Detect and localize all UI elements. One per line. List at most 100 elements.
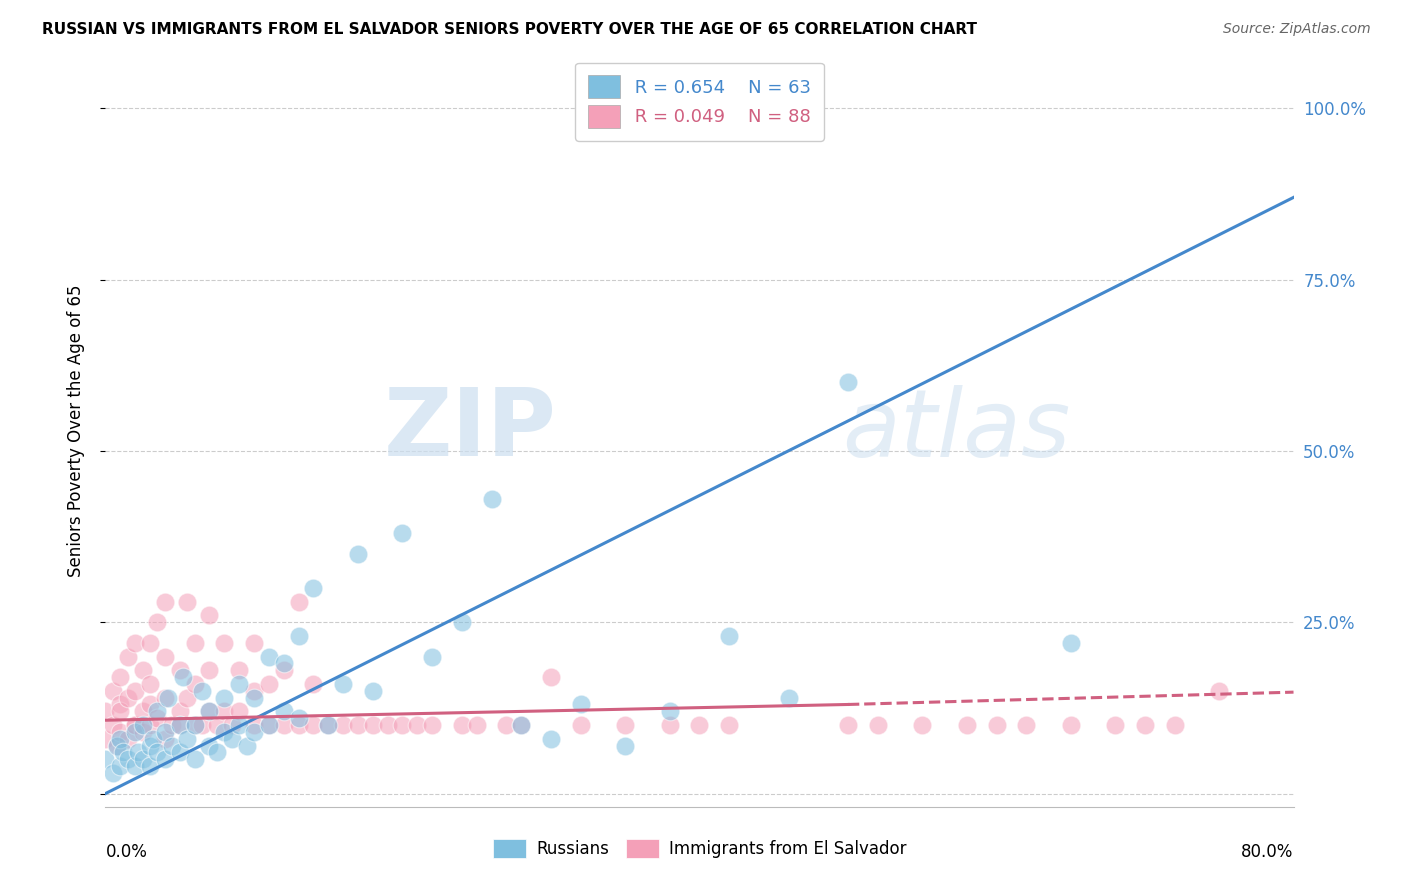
Point bbox=[169, 718, 191, 732]
Point bbox=[117, 649, 139, 664]
Point bbox=[221, 731, 243, 746]
Point bbox=[243, 683, 266, 698]
Point bbox=[139, 636, 162, 650]
Point bbox=[205, 746, 228, 760]
Text: RUSSIAN VS IMMIGRANTS FROM EL SALVADOR SENIORS POVERTY OVER THE AGE OF 65 CORREL: RUSSIAN VS IMMIGRANTS FROM EL SALVADOR S… bbox=[42, 22, 977, 37]
Point bbox=[153, 649, 176, 664]
Point bbox=[169, 718, 191, 732]
Point bbox=[214, 690, 236, 705]
Point bbox=[139, 759, 162, 773]
Point bbox=[124, 718, 146, 732]
Point bbox=[124, 683, 146, 698]
Point bbox=[228, 718, 250, 732]
Point bbox=[214, 724, 236, 739]
Point bbox=[183, 677, 205, 691]
Point bbox=[1133, 718, 1156, 732]
Y-axis label: Seniors Poverty Over the Age of 65: Seniors Poverty Over the Age of 65 bbox=[66, 285, 84, 576]
Point bbox=[94, 731, 117, 746]
Legend: Russians, Immigrants from El Salvador: Russians, Immigrants from El Salvador bbox=[484, 830, 915, 867]
Point bbox=[183, 752, 205, 766]
Point bbox=[110, 731, 132, 746]
Point bbox=[146, 704, 169, 718]
Point bbox=[658, 718, 681, 732]
Point bbox=[569, 718, 592, 732]
Point bbox=[302, 581, 325, 595]
Point bbox=[481, 491, 503, 506]
Point bbox=[1104, 718, 1126, 732]
Point bbox=[257, 649, 280, 664]
Point bbox=[214, 704, 236, 718]
Point bbox=[273, 704, 295, 718]
Point bbox=[172, 670, 194, 684]
Point bbox=[191, 683, 214, 698]
Point bbox=[450, 718, 472, 732]
Point bbox=[287, 718, 309, 732]
Point bbox=[510, 718, 533, 732]
Point bbox=[146, 615, 169, 630]
Point bbox=[614, 718, 637, 732]
Point bbox=[465, 718, 488, 732]
Point bbox=[658, 704, 681, 718]
Point bbox=[183, 718, 205, 732]
Point bbox=[287, 595, 309, 609]
Point bbox=[214, 636, 236, 650]
Point bbox=[169, 746, 191, 760]
Point bbox=[117, 731, 139, 746]
Point bbox=[162, 718, 184, 732]
Point bbox=[131, 718, 153, 732]
Point bbox=[332, 718, 354, 732]
Point bbox=[169, 663, 191, 677]
Point bbox=[146, 746, 169, 760]
Point bbox=[101, 683, 124, 698]
Point bbox=[153, 731, 176, 746]
Point bbox=[718, 629, 741, 643]
Point bbox=[110, 704, 132, 718]
Point bbox=[1015, 718, 1038, 732]
Point bbox=[243, 724, 266, 739]
Point bbox=[406, 718, 429, 732]
Point bbox=[911, 718, 934, 732]
Point bbox=[205, 718, 228, 732]
Point bbox=[273, 657, 295, 671]
Point bbox=[1060, 636, 1083, 650]
Point bbox=[94, 752, 117, 766]
Point bbox=[257, 718, 280, 732]
Point bbox=[162, 739, 184, 753]
Point bbox=[191, 718, 214, 732]
Point bbox=[110, 759, 132, 773]
Point bbox=[332, 677, 354, 691]
Point bbox=[198, 704, 221, 718]
Point bbox=[112, 746, 135, 760]
Point bbox=[287, 711, 309, 725]
Point bbox=[837, 376, 859, 390]
Point bbox=[131, 663, 153, 677]
Point bbox=[183, 718, 205, 732]
Point bbox=[377, 718, 399, 732]
Point bbox=[391, 718, 413, 732]
Point bbox=[139, 677, 162, 691]
Point bbox=[110, 698, 132, 712]
Point bbox=[540, 731, 562, 746]
Point bbox=[302, 718, 325, 732]
Point bbox=[778, 690, 800, 705]
Point bbox=[450, 615, 472, 630]
Point bbox=[176, 690, 198, 705]
Point bbox=[287, 629, 309, 643]
Point bbox=[139, 739, 162, 753]
Text: 80.0%: 80.0% bbox=[1241, 844, 1294, 862]
Point bbox=[153, 752, 176, 766]
Point bbox=[105, 739, 128, 753]
Point bbox=[117, 690, 139, 705]
Point bbox=[131, 704, 153, 718]
Point bbox=[131, 724, 153, 739]
Point bbox=[243, 636, 266, 650]
Point bbox=[110, 724, 132, 739]
Point bbox=[117, 752, 139, 766]
Point bbox=[257, 718, 280, 732]
Text: atlas: atlas bbox=[842, 384, 1070, 476]
Point bbox=[273, 718, 295, 732]
Point bbox=[347, 547, 370, 561]
Point bbox=[866, 718, 889, 732]
Point bbox=[540, 670, 562, 684]
Point bbox=[361, 718, 384, 732]
